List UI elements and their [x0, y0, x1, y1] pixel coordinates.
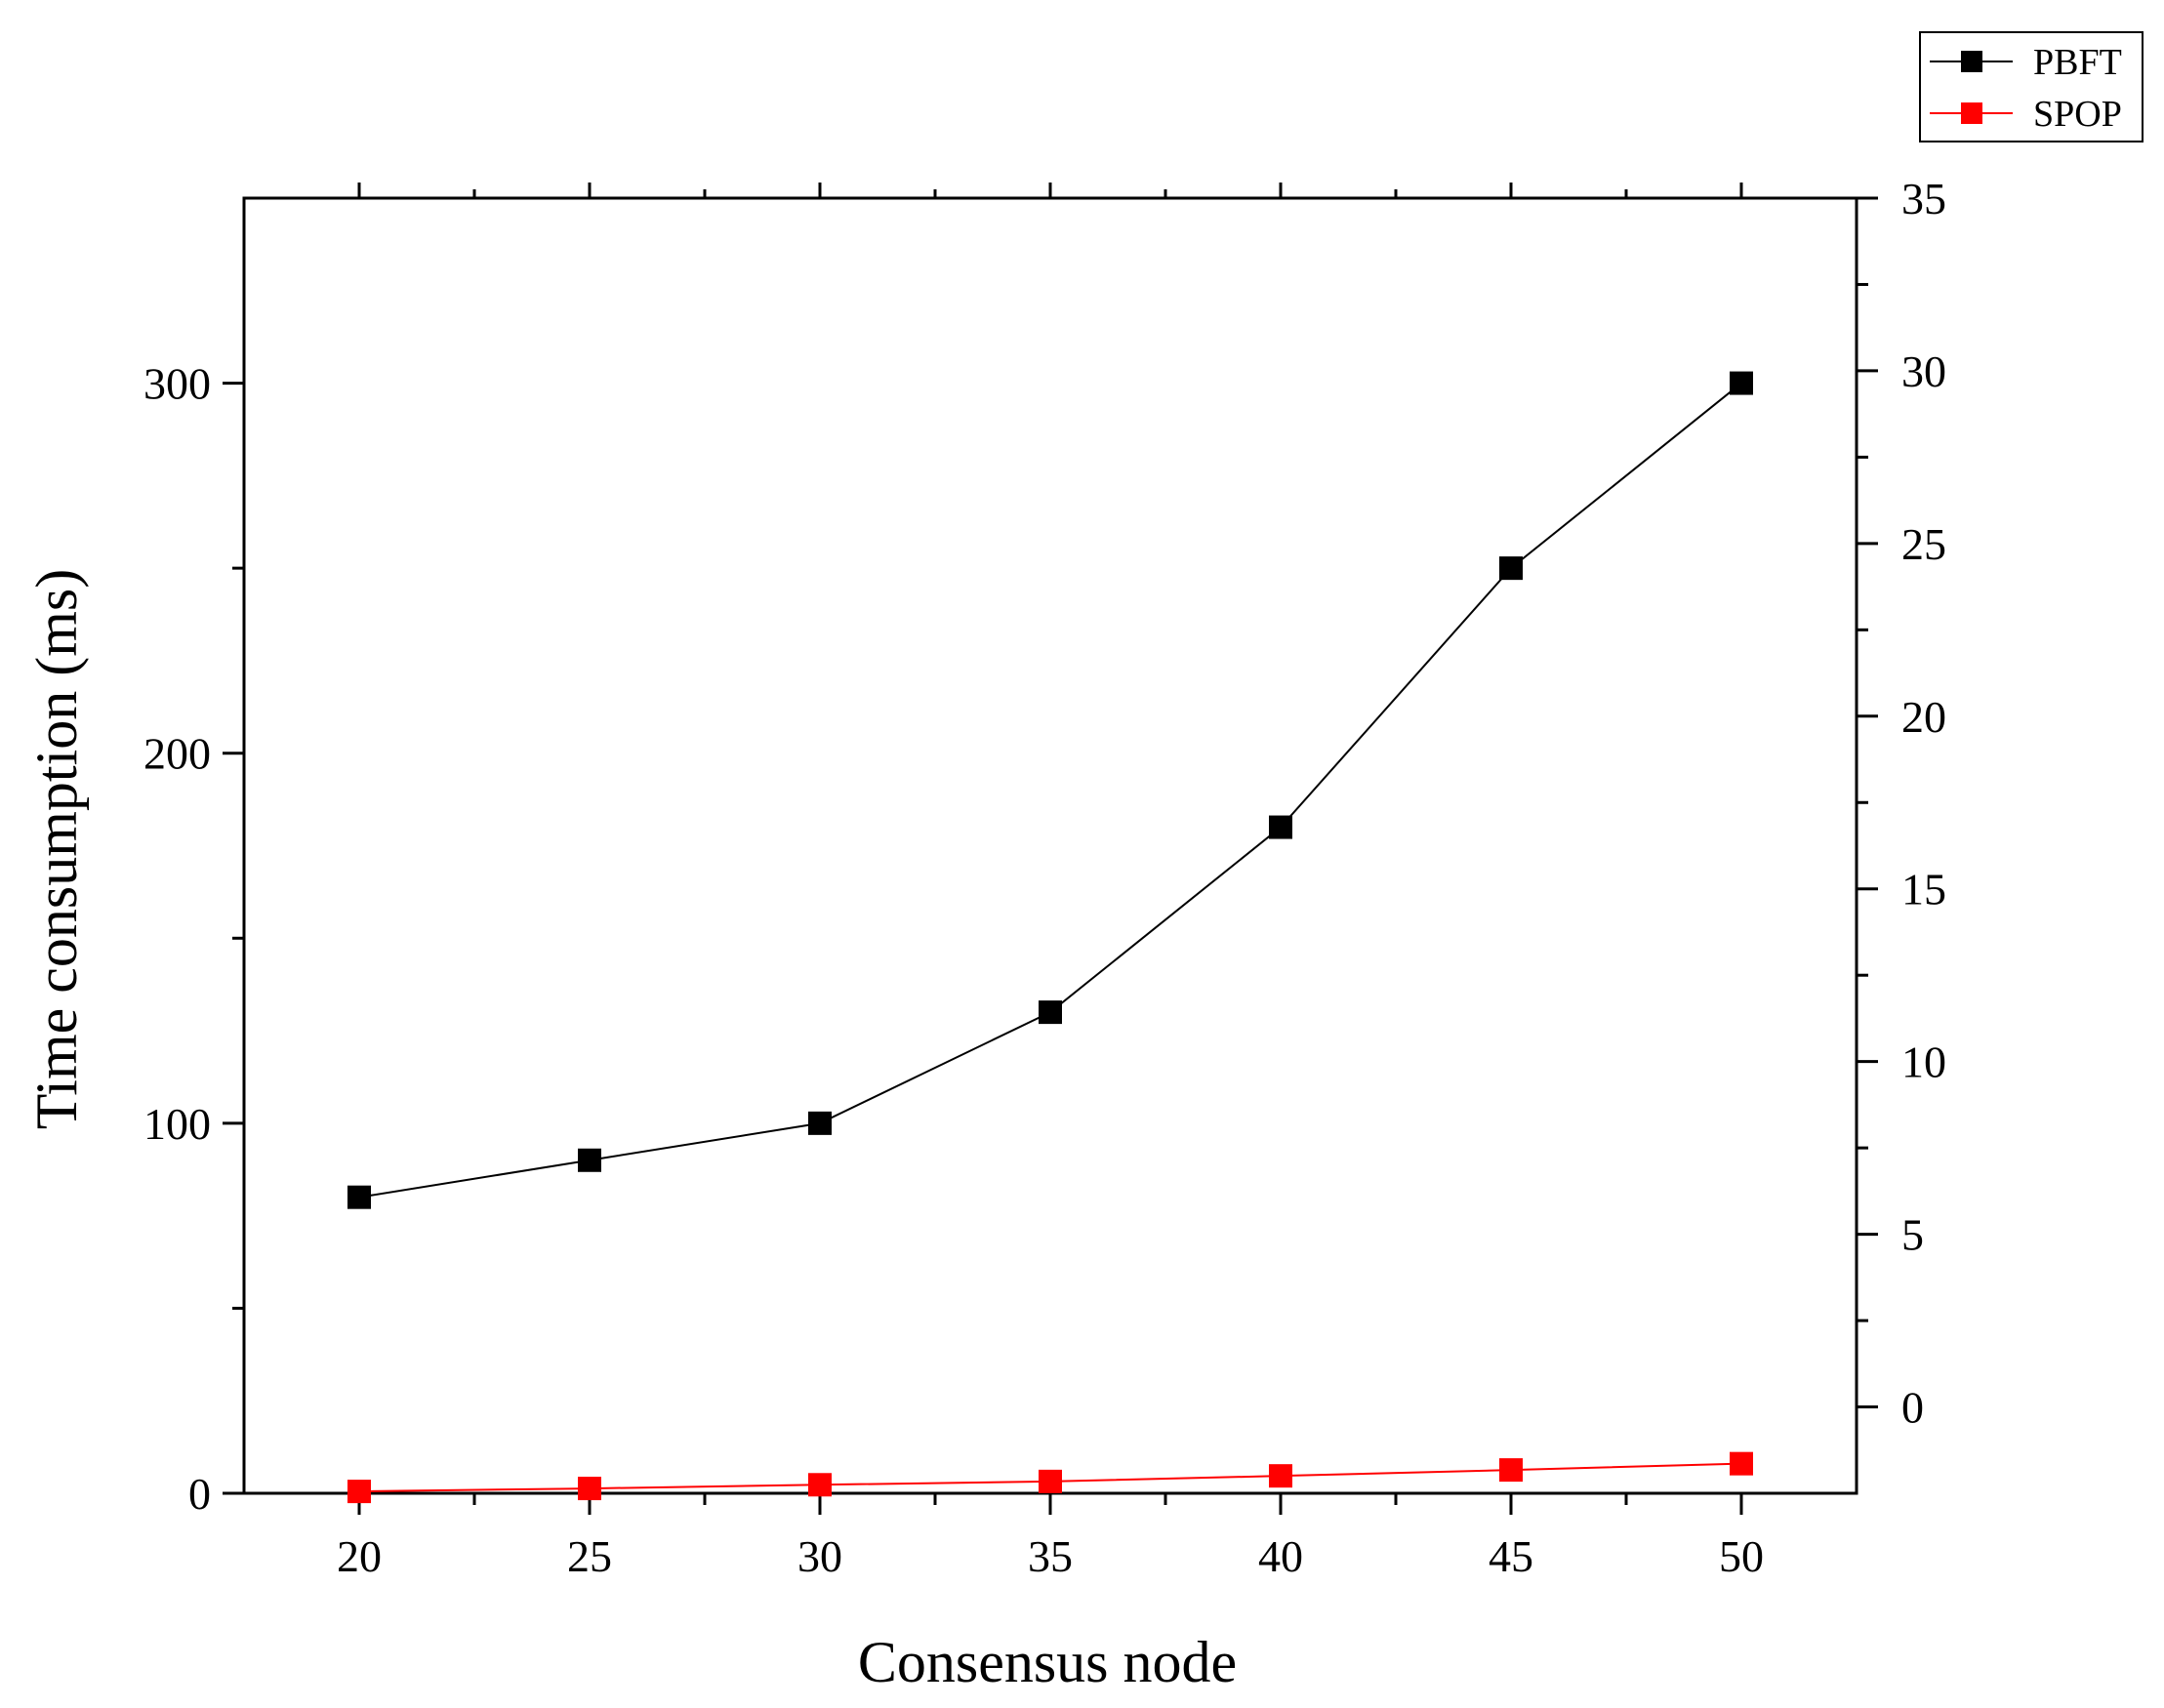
series-line-pbft [358, 382, 1742, 1199]
x-tick-label: 35 [1028, 1531, 1073, 1581]
point-spop [1730, 1451, 1753, 1476]
point-pbft [1499, 556, 1523, 581]
point-spop [1499, 1458, 1523, 1483]
y-tick-label: 0 [188, 1469, 211, 1519]
y2-tick-label: 25 [1901, 519, 1946, 569]
x-tick-label: 25 [567, 1531, 612, 1581]
y2-tick-label: 0 [1901, 1383, 1924, 1433]
y2-tick-label: 30 [1901, 346, 1946, 396]
plot-area-border [242, 196, 1858, 1495]
x-tick-label: 40 [1258, 1531, 1303, 1581]
y-axis-title: Time consumption (ms) [24, 569, 89, 1129]
tick-labels: 20 25 30 35 40 45 50 0 100 200 300 0 5 10 15 20 25 30 35 [143, 174, 1946, 1581]
y2-tick-label: 15 [1901, 865, 1946, 915]
x-tick-label: 45 [1489, 1531, 1533, 1581]
point-pbft [578, 1148, 601, 1172]
x-axis-title: Consensus node [858, 1630, 1237, 1694]
legend-spop-marker [1961, 102, 1982, 124]
x-tick-label: 30 [797, 1531, 842, 1581]
y-tick-label: 100 [143, 1099, 211, 1149]
point-pbft [808, 1111, 832, 1135]
y2-tick-label: 20 [1901, 692, 1946, 742]
y2-tick-label: 10 [1901, 1037, 1946, 1087]
y-tick-label: 300 [143, 359, 211, 409]
axis-ticks [223, 183, 1878, 1515]
point-pbft [347, 1185, 371, 1209]
y2-tick-label: 35 [1901, 174, 1946, 224]
x-tick-label: 20 [337, 1531, 382, 1581]
point-pbft [1039, 1000, 1062, 1025]
point-spop [347, 1480, 371, 1504]
legend-box [1919, 31, 2144, 142]
point-spop [808, 1473, 832, 1497]
point-spop [1039, 1469, 1062, 1493]
point-pbft [1269, 815, 1292, 839]
plot-frame [242, 196, 1858, 1495]
y2-tick-label: 5 [1901, 1210, 1924, 1260]
point-spop [1269, 1464, 1292, 1488]
legend-pbft-marker [1961, 51, 1982, 72]
series-layer [347, 371, 1753, 1504]
y-tick-label: 200 [143, 729, 211, 779]
legend-pbft-label: PBFT [2033, 42, 2122, 83]
point-pbft [1730, 371, 1753, 395]
legend-spop-label: SPOP [2033, 94, 2122, 135]
legend: PBFT SPOP [1919, 31, 2144, 142]
x-tick-label: 50 [1719, 1531, 1764, 1581]
point-spop [578, 1477, 601, 1501]
